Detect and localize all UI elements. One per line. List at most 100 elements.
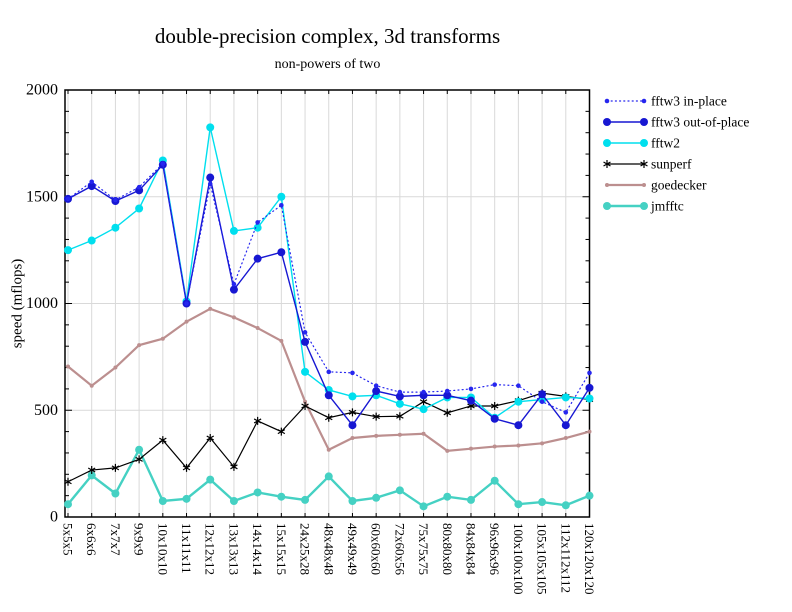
point-marker: [158, 496, 167, 505]
x-tick-label: 96x96x96: [487, 523, 502, 576]
point-marker: [135, 445, 144, 454]
point-marker: [516, 383, 521, 388]
x-tick-label: 72x60x56: [392, 523, 407, 576]
point-marker: [372, 493, 381, 502]
x-tick-label: 49x49x49: [345, 523, 360, 575]
point-marker: [397, 432, 402, 437]
asterisk-marker: [182, 463, 191, 472]
point-marker: [231, 281, 237, 287]
asterisk-marker: [603, 160, 611, 168]
point-marker: [136, 184, 142, 190]
chart-subtitle: non-powers of two: [274, 57, 381, 72]
point-marker: [111, 223, 120, 232]
point-marker: [231, 315, 236, 320]
point-marker: [603, 118, 611, 126]
point-marker: [303, 399, 308, 404]
point-marker: [87, 182, 96, 191]
point-marker: [443, 391, 452, 400]
legend-item-fftw3-in-place: fftw3 in-place: [604, 94, 727, 109]
x-tick-label: 100x100x100: [511, 523, 526, 595]
asterisk-marker: [443, 408, 452, 417]
point-marker: [348, 496, 357, 505]
x-tick-label: 11x11x11: [179, 523, 194, 574]
point-marker: [561, 501, 570, 510]
point-marker: [348, 392, 357, 401]
legend-item-sunperf: sunperf: [603, 157, 692, 172]
legend-item-goedecker: goedecker: [605, 178, 707, 193]
x-tick-label: 5x5x5: [61, 523, 76, 556]
point-marker: [538, 498, 547, 507]
point-marker: [301, 367, 310, 376]
asterisk-marker: [135, 455, 143, 464]
point-marker: [492, 444, 497, 449]
point-marker: [182, 494, 191, 503]
asterisk-marker: [64, 477, 72, 486]
point-marker: [255, 326, 260, 331]
point-marker: [160, 161, 166, 166]
x-tick-label: 84x84x84: [463, 523, 478, 576]
series-fftw3-in-place: [65, 161, 592, 415]
point-marker: [137, 343, 142, 348]
series-fftw3-out-of-place: [64, 160, 594, 430]
x-tick-label: 6x6x6: [84, 523, 99, 556]
point-marker: [585, 491, 594, 500]
point-marker: [326, 369, 332, 375]
x-tick-label: 48x48x48: [321, 523, 336, 575]
legend-item-jmfftc: jmfftc: [603, 199, 684, 214]
y-tick-label: 1000: [26, 295, 58, 312]
asterisk-marker: [490, 401, 499, 410]
point-marker: [563, 436, 568, 441]
point-marker: [160, 336, 165, 341]
point-marker: [443, 492, 452, 501]
point-marker: [253, 488, 262, 497]
point-marker: [89, 383, 94, 388]
x-tick-label: 60x60x60: [369, 523, 384, 575]
point-marker: [421, 389, 426, 395]
point-marker: [229, 226, 238, 235]
asterisk-marker: [372, 412, 380, 421]
asterisk-marker: [396, 412, 404, 421]
x-tick-label: 105x105x105: [535, 523, 550, 595]
point-marker: [540, 441, 545, 446]
point-marker: [206, 173, 215, 182]
point-marker: [277, 248, 286, 257]
legend-label: fftw3 in-place: [651, 94, 727, 109]
point-marker: [492, 382, 497, 387]
point-marker: [604, 98, 610, 104]
point-marker: [514, 421, 523, 430]
point-marker: [350, 436, 355, 441]
point-marker: [64, 246, 72, 255]
point-marker: [490, 414, 499, 423]
point-marker: [445, 448, 450, 453]
point-marker: [640, 139, 648, 147]
point-marker: [208, 306, 213, 311]
x-tick-label: 13x13x13: [226, 523, 241, 575]
point-marker: [603, 202, 611, 210]
point-marker: [301, 495, 310, 504]
x-tick-label: 10x10x10: [155, 523, 170, 575]
point-marker: [66, 364, 70, 369]
point-marker: [277, 192, 286, 201]
asterisk-marker: [640, 160, 648, 168]
legend-item-fftw2: fftw2: [603, 136, 680, 151]
point-marker: [395, 392, 404, 401]
legend-label: jmfftc: [650, 199, 684, 214]
y-tick-label: 500: [34, 402, 58, 419]
point-marker: [279, 338, 284, 343]
point-marker: [587, 370, 592, 376]
point-marker: [253, 254, 262, 263]
point-marker: [373, 383, 379, 388]
legend-label: fftw2: [651, 136, 680, 151]
point-marker: [468, 386, 474, 392]
point-marker: [419, 405, 428, 414]
point-marker: [279, 202, 284, 208]
point-marker: [348, 421, 357, 430]
point-marker: [206, 123, 215, 132]
point-marker: [563, 410, 569, 415]
point-marker: [587, 429, 592, 434]
legend: fftw3 in-place fftw3 out-of-place fftw2 sun…: [603, 94, 749, 214]
x-tick-label: 120x120x120: [582, 523, 597, 595]
point-marker: [184, 301, 189, 306]
